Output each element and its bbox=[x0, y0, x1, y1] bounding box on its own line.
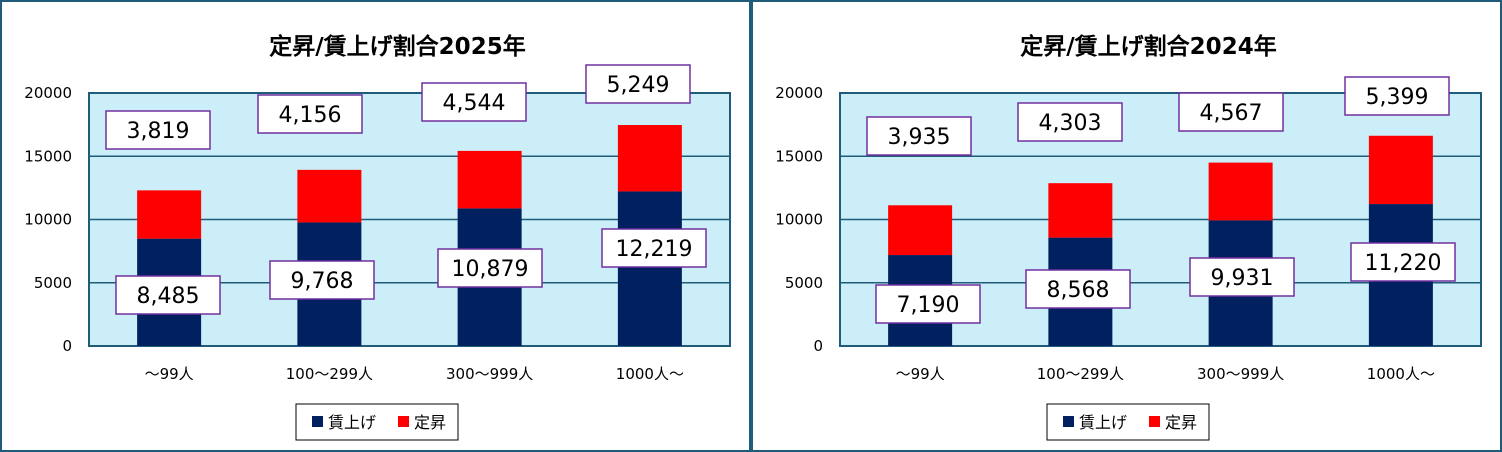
y-tick-label: 20000 bbox=[775, 84, 823, 102]
bar-regular-raise bbox=[1208, 162, 1273, 221]
data-label-wage-increase-box bbox=[601, 228, 707, 268]
legend-label-wage-increase: 賃上げ bbox=[1079, 413, 1127, 432]
legend-label-regular-raise: 定昇 bbox=[414, 413, 446, 432]
data-label-regular-raise: 5,399 bbox=[1366, 85, 1429, 110]
legend-swatch-regular-raise bbox=[398, 416, 409, 427]
data-label-wage-increase-box bbox=[875, 284, 981, 324]
data-label-wage-increase-box bbox=[269, 260, 375, 300]
data-label-wage-increase: 7,190 bbox=[897, 293, 960, 318]
bar-regular-raise bbox=[457, 150, 522, 209]
y-tick-label: 0 bbox=[62, 337, 72, 355]
data-label-wage-increase: 12,219 bbox=[616, 237, 693, 262]
x-category-label: 1000人～ bbox=[616, 365, 684, 383]
data-label-wage-increase-box bbox=[1189, 257, 1295, 297]
data-label-regular-raise: 3,935 bbox=[888, 125, 951, 150]
data-label-regular-raise-box bbox=[585, 64, 691, 104]
y-tick-label: 5000 bbox=[785, 274, 823, 292]
x-category-label: 100～299人 bbox=[286, 365, 373, 383]
data-label-regular-raise: 3,819 bbox=[127, 119, 190, 144]
data-label-wage-increase: 10,879 bbox=[452, 257, 529, 282]
y-tick-label: 5000 bbox=[34, 274, 72, 292]
data-label-regular-raise-box bbox=[1017, 102, 1123, 142]
data-label-wage-increase: 9,768 bbox=[291, 269, 354, 294]
legend-swatch-wage-increase bbox=[1063, 416, 1074, 427]
bar-regular-raise bbox=[137, 190, 202, 239]
legend-swatch-wage-increase bbox=[312, 416, 323, 427]
x-category-label: 100～299人 bbox=[1037, 365, 1124, 383]
chart-panel-2025: 定昇/賃上げ割合2025年 20000 15000 10000 5000 0 ～99人 3,8… bbox=[0, 0, 751, 452]
data-label-wage-increase-box bbox=[1025, 269, 1131, 309]
data-label-regular-raise: 4,303 bbox=[1039, 111, 1102, 136]
y-tick-label: 0 bbox=[813, 337, 823, 355]
legend-label-regular-raise: 定昇 bbox=[1165, 413, 1197, 432]
data-label-regular-raise-box bbox=[1178, 92, 1284, 132]
data-label-regular-raise: 4,156 bbox=[279, 103, 342, 128]
data-label-regular-raise-box bbox=[105, 110, 211, 150]
chart-title: 定昇/賃上げ割合2025年 bbox=[269, 33, 525, 60]
data-label-regular-raise: 4,544 bbox=[443, 91, 506, 116]
y-tick-label: 10000 bbox=[24, 211, 72, 229]
bar-regular-raise bbox=[1368, 135, 1433, 205]
chart-panel-2024: 定昇/賃上げ割合2024年 20000 15000 10000 5000 0 ～99人 3,9… bbox=[751, 0, 1502, 452]
data-label-regular-raise-box bbox=[1344, 76, 1450, 116]
bar-wage-increase bbox=[617, 191, 682, 346]
y-tick-label: 15000 bbox=[24, 147, 72, 165]
bar-regular-raise bbox=[888, 205, 953, 256]
data-label-wage-increase-box bbox=[437, 248, 543, 288]
data-label-regular-raise: 4,567 bbox=[1200, 101, 1263, 126]
data-label-wage-increase: 8,485 bbox=[137, 284, 200, 309]
x-category-label: 1000人～ bbox=[1367, 365, 1435, 383]
chart-2025: 定昇/賃上げ割合2025年 20000 15000 10000 5000 0 ～99人 3,8… bbox=[24, 33, 731, 441]
data-label-wage-increase: 8,568 bbox=[1047, 278, 1110, 303]
data-label-regular-raise-box bbox=[257, 94, 363, 134]
data-label-wage-increase-box bbox=[115, 275, 221, 315]
data-label-wage-increase: 11,220 bbox=[1365, 251, 1442, 276]
x-category-label: ～99人 bbox=[145, 365, 194, 383]
data-label-regular-raise-box bbox=[866, 116, 972, 156]
x-category-label: ～99人 bbox=[896, 365, 945, 383]
data-label-regular-raise-box bbox=[421, 82, 527, 122]
legend-swatch-regular-raise bbox=[1149, 416, 1160, 427]
bar-regular-raise bbox=[617, 125, 682, 192]
x-category-label: 300～999人 bbox=[1197, 365, 1284, 383]
y-tick-label: 10000 bbox=[775, 211, 823, 229]
chart-2024: 定昇/賃上げ割合2024年 20000 15000 10000 5000 0 ～99人 3,9… bbox=[775, 33, 1482, 441]
chart-title: 定昇/賃上げ割合2024年 bbox=[1020, 33, 1276, 60]
bar-regular-raise bbox=[1048, 183, 1113, 238]
y-tick-label: 20000 bbox=[24, 84, 72, 102]
data-label-regular-raise: 5,249 bbox=[607, 73, 670, 98]
bar-regular-raise bbox=[297, 169, 362, 223]
data-label-wage-increase: 9,931 bbox=[1211, 266, 1274, 291]
data-label-wage-increase-box bbox=[1350, 242, 1456, 282]
x-category-label: 300～999人 bbox=[446, 365, 533, 383]
y-tick-label: 15000 bbox=[775, 147, 823, 165]
legend-label-wage-increase: 賃上げ bbox=[328, 413, 376, 432]
